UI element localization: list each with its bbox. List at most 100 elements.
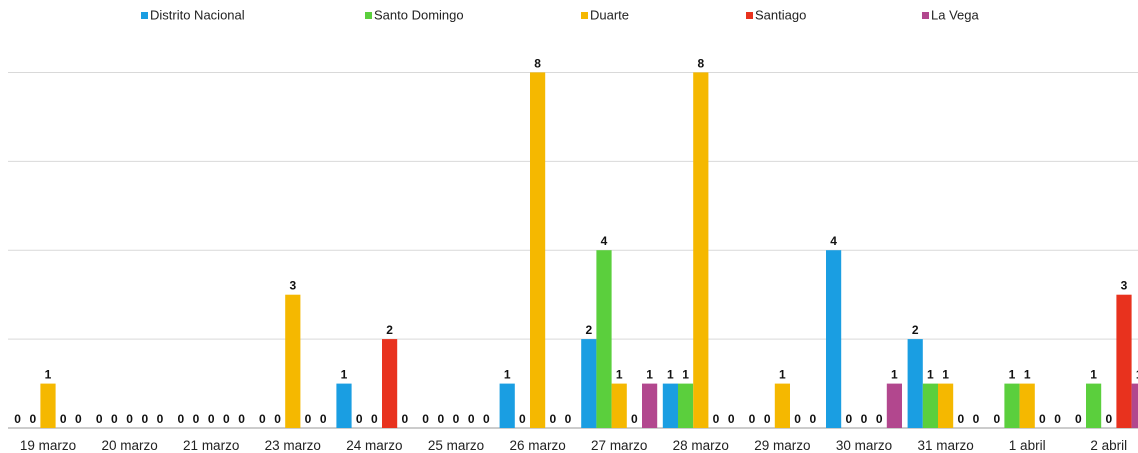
- data-label: 0: [749, 412, 756, 426]
- data-label: 0: [809, 412, 816, 426]
- bar: [826, 250, 842, 428]
- data-label: 0: [483, 412, 490, 426]
- data-label: 8: [534, 56, 541, 70]
- bar: [662, 383, 678, 428]
- x-tick-label: 1 abril: [1009, 438, 1046, 453]
- bar: [611, 383, 627, 428]
- data-label: 0: [141, 412, 148, 426]
- data-label: 2: [386, 323, 393, 337]
- data-label: 0: [1075, 412, 1082, 426]
- data-label: 0: [631, 412, 638, 426]
- x-tick-label: 19 marzo: [20, 438, 76, 453]
- data-label: 1: [779, 368, 786, 382]
- bar: [1019, 383, 1035, 428]
- x-tick-label: 28 marzo: [673, 438, 729, 453]
- data-label: 0: [1105, 412, 1112, 426]
- x-axis: 19 marzo 20 marzo 21 marzo 23 marzo 24 marzo…: [20, 438, 1127, 453]
- data-label: 1: [45, 368, 52, 382]
- legend-label: La Vega: [931, 8, 979, 23]
- data-label: 0: [468, 412, 475, 426]
- data-label: 1: [942, 368, 949, 382]
- data-label: 0: [565, 412, 572, 426]
- bar: [336, 383, 352, 428]
- data-label: 1: [646, 368, 653, 382]
- data-label: 0: [111, 412, 118, 426]
- bar: [938, 383, 954, 428]
- data-label: 0: [845, 412, 852, 426]
- data-label: 0: [259, 412, 266, 426]
- data-label: 0: [401, 412, 408, 426]
- bar: [285, 294, 301, 428]
- data-label: 0: [1054, 412, 1061, 426]
- data-label: 4: [830, 234, 837, 248]
- data-label: 0: [238, 412, 245, 426]
- data-label: 0: [60, 412, 67, 426]
- bar: [382, 339, 398, 428]
- data-label: 1: [682, 368, 689, 382]
- legend-label: Santiago: [755, 8, 806, 23]
- data-label: 1: [504, 368, 511, 382]
- bar: [40, 383, 56, 428]
- data-label: 0: [157, 412, 164, 426]
- data-label: 1: [1136, 368, 1138, 382]
- data-label: 0: [208, 412, 215, 426]
- x-tick-label: 23 marzo: [265, 438, 321, 453]
- data-label: 0: [453, 412, 460, 426]
- legend-swatch: [365, 12, 372, 19]
- bar: [1116, 294, 1132, 428]
- data-label: 0: [274, 412, 281, 426]
- legend-swatch: [581, 12, 588, 19]
- bar: [1004, 383, 1020, 428]
- data-label: 0: [14, 412, 21, 426]
- bar: [530, 72, 546, 429]
- legend-label: Santo Domingo: [374, 8, 464, 23]
- x-tick-label: 27 marzo: [591, 438, 647, 453]
- data-label: 0: [549, 412, 556, 426]
- data-label: 0: [519, 412, 526, 426]
- legend-swatch: [141, 12, 148, 19]
- data-label: 1: [1009, 368, 1016, 382]
- bar: [499, 383, 515, 428]
- data-label: 0: [861, 412, 868, 426]
- bar: [1131, 383, 1138, 428]
- gridlines: [8, 71, 1138, 429]
- x-tick-label: 21 marzo: [183, 438, 239, 453]
- bar: [581, 339, 597, 428]
- data-label: 0: [177, 412, 184, 426]
- x-tick-label: 29 marzo: [754, 438, 810, 453]
- legend-label: Distrito Nacional: [150, 8, 245, 23]
- data-label: 4: [601, 234, 608, 248]
- data-label: 2: [912, 323, 919, 337]
- x-tick-label: 20 marzo: [101, 438, 157, 453]
- bar: [886, 383, 902, 428]
- bars: [40, 72, 1138, 429]
- data-label: 1: [1090, 368, 1097, 382]
- x-tick-label: 30 marzo: [836, 438, 892, 453]
- data-label: 1: [667, 368, 674, 382]
- data-label: 0: [973, 412, 980, 426]
- data-label: 3: [1121, 279, 1128, 293]
- data-label: 2: [585, 323, 592, 337]
- data-label: 1: [1024, 368, 1031, 382]
- data-label: 0: [437, 412, 444, 426]
- data-label: 1: [891, 368, 898, 382]
- data-label: 0: [728, 412, 735, 426]
- legend-swatch: [746, 12, 753, 19]
- bar: [693, 72, 709, 429]
- legend-swatch: [922, 12, 929, 19]
- data-label: 0: [75, 412, 82, 426]
- bar: [922, 383, 938, 428]
- x-tick-label: 24 marzo: [346, 438, 402, 453]
- data-label: 0: [305, 412, 312, 426]
- data-label: 0: [713, 412, 720, 426]
- bar: [774, 383, 790, 428]
- data-label: 0: [422, 412, 429, 426]
- data-label: 0: [993, 412, 1000, 426]
- data-label: 8: [697, 56, 704, 70]
- legend-label: Duarte: [590, 8, 629, 23]
- data-label: 1: [341, 368, 348, 382]
- data-label: 0: [320, 412, 327, 426]
- legend: Distrito Nacional Santo Domingo Duarte Sant…: [141, 8, 979, 23]
- x-tick-label: 25 marzo: [428, 438, 484, 453]
